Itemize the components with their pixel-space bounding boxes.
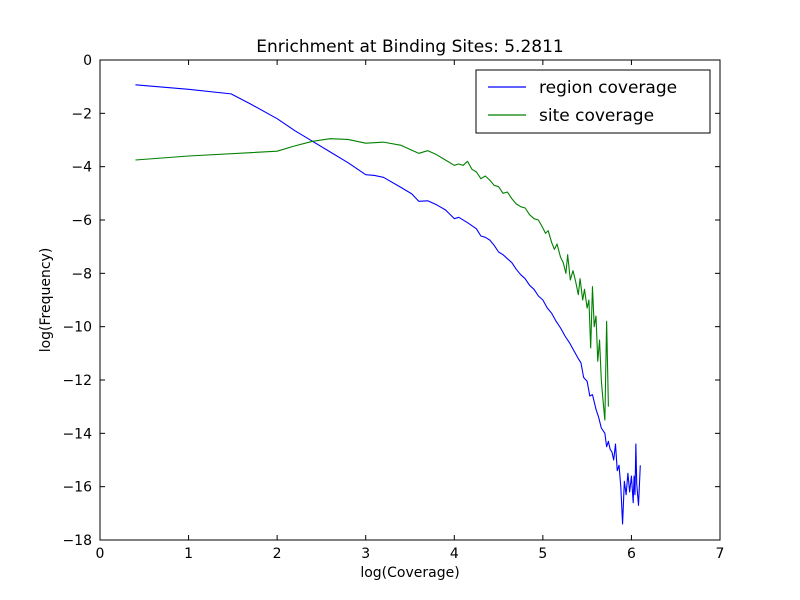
x-axis-label: log(Coverage) bbox=[360, 565, 459, 581]
series-layer bbox=[135, 84, 641, 525]
legend-label-site-coverage: site coverage bbox=[539, 106, 654, 126]
x-tick-label: 7 bbox=[716, 546, 725, 562]
plot-frame bbox=[99, 59, 721, 541]
y-tick-label: −16 bbox=[62, 480, 92, 496]
series-line-region-coverage bbox=[135, 84, 641, 525]
legend-box bbox=[475, 69, 711, 134]
y-tick-label: −8 bbox=[71, 266, 92, 282]
y-tick-label: −2 bbox=[71, 106, 92, 122]
y-tick-label: −10 bbox=[62, 320, 92, 336]
x-tick-label: 3 bbox=[361, 546, 370, 562]
y-tick-label: −14 bbox=[62, 426, 92, 442]
x-tick-label: 2 bbox=[273, 546, 282, 562]
ticks-layer: 0 1 2 3 4 5 6 7 0 −2 −4 −6 −8 −10 −12 −14 −16 −18 bbox=[62, 53, 724, 562]
chart-title: Enrichment at Binding Sites: 5.2811 bbox=[256, 37, 563, 57]
y-tick-label: −4 bbox=[71, 160, 92, 176]
legend: region coverage site coverage bbox=[475, 69, 711, 134]
y-tick-label: −12 bbox=[62, 373, 92, 389]
y-tick-label: −6 bbox=[71, 213, 92, 229]
legend-label-region-coverage: region coverage bbox=[539, 78, 677, 98]
x-tick-label: 1 bbox=[184, 546, 193, 562]
y-axis-label: log(Frequency) bbox=[38, 248, 54, 353]
x-tick-label: 0 bbox=[96, 546, 105, 562]
series-line-site-coverage bbox=[135, 138, 609, 421]
x-tick-label: 6 bbox=[627, 546, 636, 562]
x-tick-label: 4 bbox=[450, 546, 459, 562]
y-tick-label: 0 bbox=[83, 53, 92, 69]
y-tick-label: −18 bbox=[62, 533, 92, 549]
x-tick-label: 5 bbox=[538, 546, 547, 562]
